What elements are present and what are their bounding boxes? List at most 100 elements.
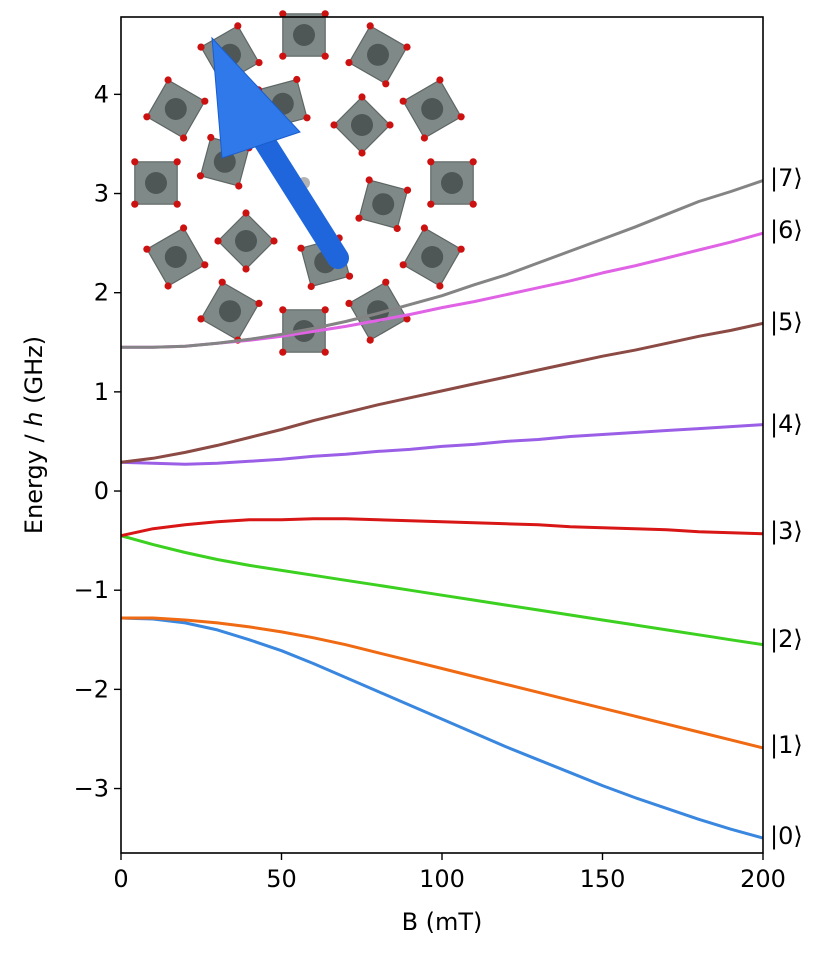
y-tick-label: −2 bbox=[74, 675, 109, 703]
oxygen-atom bbox=[330, 121, 338, 129]
y-axis-label-unit: (GHz) bbox=[20, 336, 48, 412]
state-label: |1⟩ bbox=[770, 731, 803, 759]
oxygen-atom bbox=[270, 237, 278, 245]
oxygen-atom bbox=[242, 209, 250, 217]
oxygen-atom bbox=[420, 224, 428, 232]
series-line-0 bbox=[120, 616, 764, 840]
oxygen-atom bbox=[457, 245, 465, 253]
x-tick-label: 150 bbox=[580, 865, 626, 893]
state-label: |4⟩ bbox=[770, 410, 803, 438]
oxygen-atom bbox=[303, 114, 311, 122]
oxygen-atom bbox=[131, 158, 139, 166]
x-axis-label: B (mT) bbox=[402, 908, 483, 936]
y-axis-ticks: −3 −2 −1 0 1 2 3 4 bbox=[74, 80, 121, 803]
metal-atom bbox=[145, 172, 167, 194]
x-tick-label: 100 bbox=[419, 865, 465, 893]
oxygen-atom bbox=[358, 93, 366, 101]
oxygen-atom bbox=[403, 43, 411, 51]
series-line-3 bbox=[120, 517, 764, 538]
oxygen-atom bbox=[427, 158, 435, 166]
oxygen-atom bbox=[382, 278, 390, 286]
metal-atom bbox=[372, 193, 395, 216]
oxygen-atom bbox=[355, 214, 363, 222]
oxygen-atom bbox=[297, 244, 305, 252]
oxygen-atom bbox=[345, 272, 354, 280]
oxygen-atom bbox=[436, 76, 444, 84]
x-tick-label: 0 bbox=[113, 865, 128, 893]
oxygen-atom bbox=[143, 245, 151, 253]
metal-atom bbox=[213, 150, 236, 173]
metal-atom bbox=[367, 300, 389, 323]
series-line-1 bbox=[121, 616, 764, 750]
series-line-2 bbox=[120, 534, 764, 647]
oxygen-atom bbox=[201, 261, 209, 269]
y-tick-label: 3 bbox=[94, 180, 109, 208]
y-tick-label: 1 bbox=[94, 378, 109, 406]
state-label: |3⟩ bbox=[770, 517, 803, 545]
oxygen-atom bbox=[207, 133, 215, 142]
state-label: |5⟩ bbox=[770, 308, 803, 336]
x-axis-ticks: 0 50 100 150 200 bbox=[113, 853, 786, 893]
oxygen-atom bbox=[131, 200, 139, 208]
oxygen-atom bbox=[180, 134, 188, 142]
oxygen-atom bbox=[279, 348, 287, 356]
oxygen-atom bbox=[321, 52, 329, 60]
oxygen-atom bbox=[279, 52, 287, 60]
y-axis-label-symbol: h bbox=[20, 412, 48, 427]
oxygen-atom bbox=[143, 113, 151, 121]
oxygen-atom bbox=[457, 113, 465, 121]
oxygen-atom bbox=[321, 10, 329, 18]
metal-atom bbox=[421, 246, 444, 268]
oxygen-atom bbox=[382, 80, 390, 88]
oxygen-atom bbox=[235, 182, 243, 190]
oxygen-atom bbox=[279, 306, 287, 314]
energy-level-lines bbox=[120, 179, 764, 840]
molecule-inset-illustration bbox=[131, 10, 477, 356]
oxygen-atom bbox=[279, 10, 287, 18]
oxygen-atom bbox=[403, 186, 412, 194]
state-label: |7⟩ bbox=[770, 164, 803, 192]
series-line-7 bbox=[121, 179, 764, 349]
oxygen-atom bbox=[393, 224, 401, 233]
oxygen-atom bbox=[255, 299, 263, 307]
oxygen-atom bbox=[366, 336, 374, 344]
oxygen-atom bbox=[214, 237, 222, 245]
oxygen-atom bbox=[345, 299, 353, 307]
oxygen-atom bbox=[345, 59, 353, 67]
state-label: |2⟩ bbox=[770, 625, 803, 653]
oxygen-atom bbox=[427, 200, 435, 208]
series-line-4 bbox=[120, 423, 764, 466]
metal-atom bbox=[367, 43, 389, 66]
oxygen-atom bbox=[234, 22, 242, 30]
x-tick-label: 200 bbox=[740, 865, 786, 893]
oxygen-atom bbox=[164, 282, 172, 290]
oxygen-atom bbox=[201, 97, 209, 105]
oxygen-atom bbox=[218, 278, 226, 286]
y-axis-label: Energy / h (GHz) bbox=[20, 336, 48, 534]
oxygen-atom bbox=[197, 43, 205, 51]
oxygen-atom bbox=[469, 200, 477, 208]
oxygen-atom bbox=[197, 315, 205, 323]
oxygen-atom bbox=[403, 315, 411, 323]
metal-atom bbox=[421, 98, 444, 120]
oxygen-atom bbox=[180, 224, 188, 232]
oxygen-atom bbox=[399, 261, 407, 269]
oxygen-atom bbox=[173, 200, 181, 208]
oxygen-atom bbox=[399, 97, 407, 105]
oxygen-atom bbox=[173, 158, 181, 166]
state-label: |0⟩ bbox=[770, 822, 803, 850]
oxygen-atom bbox=[365, 176, 373, 184]
y-tick-label: 2 bbox=[94, 279, 109, 307]
metal-atom bbox=[235, 230, 257, 252]
oxygen-atom bbox=[366, 22, 374, 30]
oxygen-atom bbox=[420, 134, 428, 142]
y-axis-label-prefix: Energy / bbox=[20, 427, 48, 534]
x-tick-label: 50 bbox=[266, 865, 297, 893]
y-tick-label: −3 bbox=[74, 775, 109, 803]
oxygen-atom bbox=[307, 282, 315, 291]
spin-arrow-head bbox=[211, 36, 301, 159]
metal-atom bbox=[219, 300, 241, 323]
oxygen-atom bbox=[293, 75, 301, 84]
oxygen-atom bbox=[436, 282, 444, 290]
